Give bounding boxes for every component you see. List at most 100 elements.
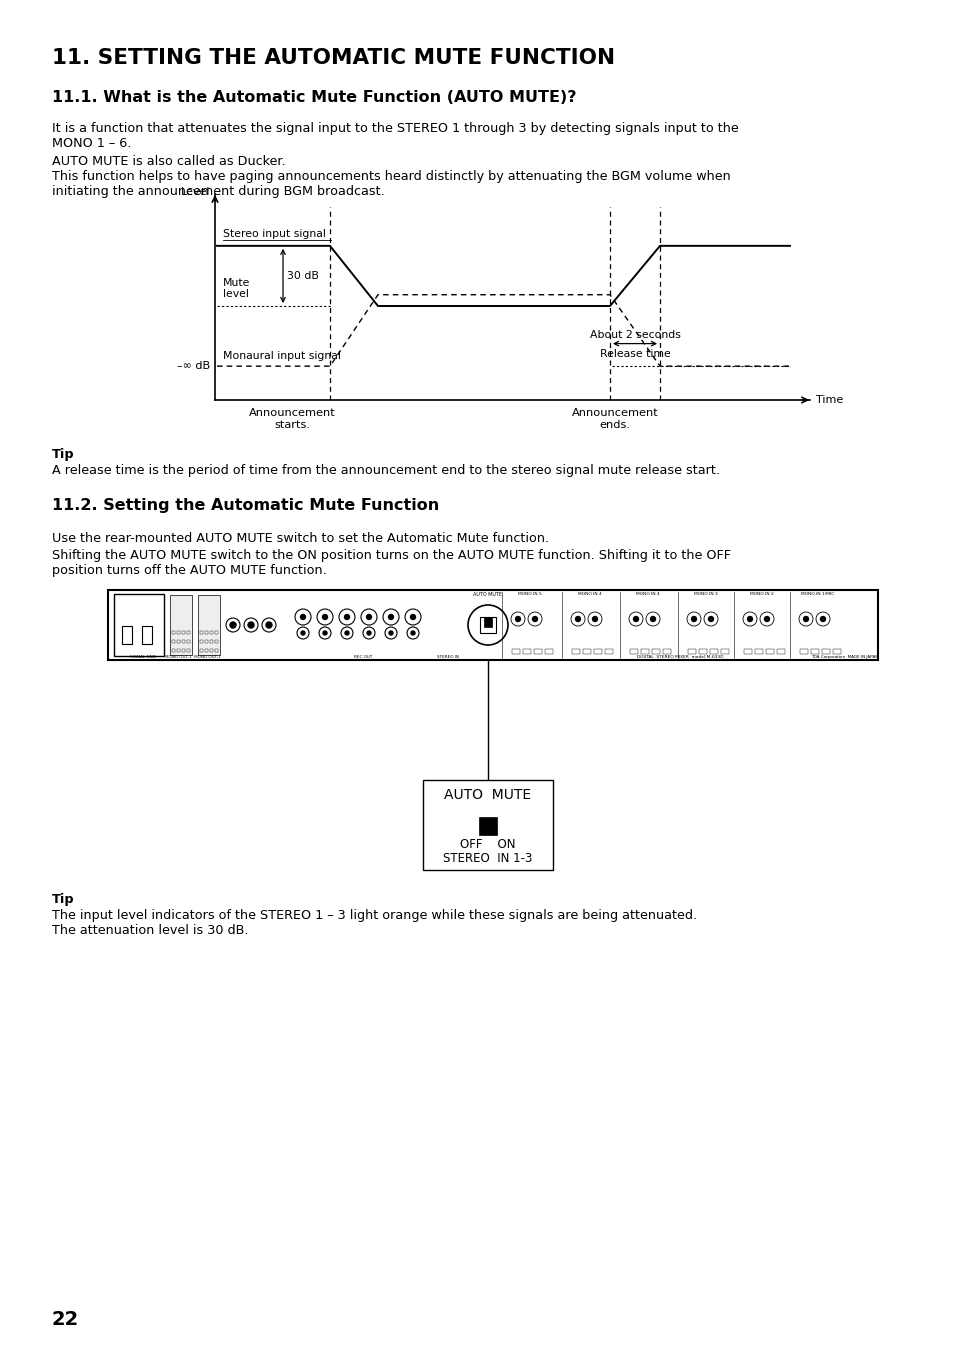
Bar <box>210 630 213 634</box>
Bar <box>422 780 553 869</box>
Bar <box>210 640 213 643</box>
Text: The attenuation level is 30 dB.: The attenuation level is 30 dB. <box>52 923 248 937</box>
Text: REC OUT: REC OUT <box>354 655 372 659</box>
Text: MONO IN 4: MONO IN 4 <box>636 593 659 595</box>
Circle shape <box>300 614 305 620</box>
Bar <box>651 649 659 653</box>
Bar <box>720 649 728 653</box>
Circle shape <box>820 617 824 621</box>
Bar <box>604 649 613 653</box>
Circle shape <box>323 630 327 634</box>
Circle shape <box>230 622 235 628</box>
Circle shape <box>575 617 579 621</box>
Bar <box>187 640 191 643</box>
Circle shape <box>650 617 655 621</box>
Circle shape <box>633 617 638 621</box>
Circle shape <box>592 617 597 621</box>
Circle shape <box>266 622 272 628</box>
Bar <box>113 594 164 656</box>
Bar <box>170 595 192 655</box>
Text: MONO IN 2: MONO IN 2 <box>749 593 773 595</box>
Bar <box>687 649 696 653</box>
Bar <box>172 648 175 652</box>
Bar <box>743 649 751 653</box>
Text: Release time: Release time <box>599 348 670 359</box>
Bar <box>172 630 175 634</box>
Text: MONO OUT-1  MONO OUT-1: MONO OUT-1 MONO OUT-1 <box>165 655 221 659</box>
Bar <box>177 648 180 652</box>
Bar <box>832 649 841 653</box>
Circle shape <box>301 630 305 634</box>
Bar <box>182 630 185 634</box>
Bar <box>754 649 762 653</box>
Text: AUTO MUTE is also called as Ducker.: AUTO MUTE is also called as Ducker. <box>52 155 285 167</box>
Circle shape <box>763 617 769 621</box>
Bar <box>582 649 590 653</box>
Circle shape <box>411 630 415 634</box>
Bar <box>765 649 773 653</box>
Text: SIGNAL GND: SIGNAL GND <box>130 655 155 659</box>
Text: The input level indicators of the STEREO 1 – 3 light orange while these signals : The input level indicators of the STEREO… <box>52 909 697 922</box>
Text: TOA Corporation  MADE IN JAPAN: TOA Corporation MADE IN JAPAN <box>810 655 878 659</box>
Text: MONO IN 4: MONO IN 4 <box>578 593 601 595</box>
Bar <box>108 590 877 660</box>
Text: Level: Level <box>180 188 210 197</box>
Text: MONO IN 1/MIC: MONO IN 1/MIC <box>801 593 834 595</box>
Text: Tip: Tip <box>52 892 74 906</box>
Bar <box>479 617 496 633</box>
Text: A release time is the period of time from the announcement end to the stereo sig: A release time is the period of time fro… <box>52 464 720 477</box>
Bar <box>187 648 191 652</box>
Bar <box>776 649 784 653</box>
Bar <box>214 648 218 652</box>
Bar <box>512 649 519 653</box>
Text: Time: Time <box>815 396 842 405</box>
Text: 30 dB: 30 dB <box>287 271 318 281</box>
Text: Use the rear-mounted AUTO MUTE switch to set the Automatic Mute function.: Use the rear-mounted AUTO MUTE switch to… <box>52 532 549 545</box>
Bar <box>662 649 670 653</box>
Bar <box>544 649 553 653</box>
Bar <box>821 649 829 653</box>
Bar <box>187 630 191 634</box>
Text: Announcement
ends.: Announcement ends. <box>571 408 658 429</box>
Text: OFF    ON: OFF ON <box>459 838 516 850</box>
Bar <box>483 617 492 626</box>
Bar <box>534 649 541 653</box>
Circle shape <box>367 630 371 634</box>
Text: 11.1. What is the Automatic Mute Function (AUTO MUTE)?: 11.1. What is the Automatic Mute Functio… <box>52 90 576 105</box>
Bar <box>200 630 203 634</box>
Text: –∞ dB: –∞ dB <box>176 362 210 371</box>
Bar <box>800 649 807 653</box>
Bar <box>182 648 185 652</box>
Circle shape <box>389 630 393 634</box>
Bar <box>594 649 601 653</box>
Text: About 2 seconds: About 2 seconds <box>589 329 679 340</box>
Circle shape <box>747 617 752 621</box>
Bar <box>177 640 180 643</box>
Bar <box>198 595 220 655</box>
Text: 11.2. Setting the Automatic Mute Function: 11.2. Setting the Automatic Mute Functio… <box>52 498 438 513</box>
Circle shape <box>802 617 807 621</box>
Circle shape <box>388 614 393 620</box>
Circle shape <box>322 614 327 620</box>
Bar <box>214 630 218 634</box>
Bar <box>122 626 132 644</box>
Bar <box>629 649 638 653</box>
Circle shape <box>366 614 371 620</box>
Bar <box>572 649 579 653</box>
Text: MONO IN 5: MONO IN 5 <box>517 593 541 595</box>
Circle shape <box>515 617 520 621</box>
Text: AUTO MUTE: AUTO MUTE <box>473 593 502 597</box>
Text: 11. SETTING THE AUTOMATIC MUTE FUNCTION: 11. SETTING THE AUTOMATIC MUTE FUNCTION <box>52 49 615 68</box>
Circle shape <box>691 617 696 621</box>
Text: Tip: Tip <box>52 448 74 460</box>
Bar <box>142 626 152 644</box>
Bar <box>205 648 209 652</box>
Text: It is a function that attenuates the signal input to the STEREO 1 through 3 by d: It is a function that attenuates the sig… <box>52 122 738 135</box>
Text: 22: 22 <box>52 1310 79 1328</box>
Text: DIGITAL  STEREO MIXER  model M-633D: DIGITAL STEREO MIXER model M-633D <box>636 655 722 659</box>
Text: Mute: Mute <box>223 278 250 288</box>
Text: AUTO  MUTE: AUTO MUTE <box>444 788 531 802</box>
Circle shape <box>708 617 713 621</box>
Text: STEREO  IN 1-3: STEREO IN 1-3 <box>443 852 532 865</box>
Bar <box>214 640 218 643</box>
